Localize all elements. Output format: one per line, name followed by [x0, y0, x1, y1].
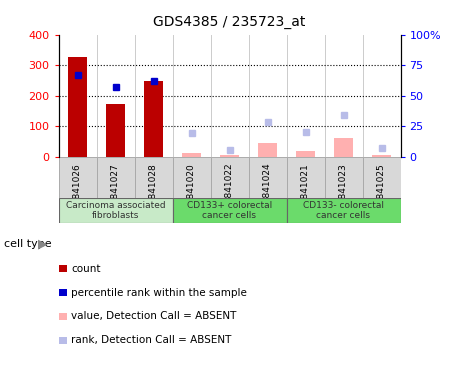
- Bar: [372, 155, 391, 157]
- Title: GDS4385 / 235723_at: GDS4385 / 235723_at: [153, 15, 306, 29]
- Text: GSM841028: GSM841028: [149, 163, 158, 218]
- Bar: [182, 152, 201, 157]
- Bar: [172, 157, 211, 198]
- Text: cell type: cell type: [4, 239, 52, 249]
- Text: GSM841021: GSM841021: [301, 163, 310, 218]
- Bar: [106, 104, 125, 157]
- Bar: [324, 157, 363, 198]
- Text: rank, Detection Call = ABSENT: rank, Detection Call = ABSENT: [71, 335, 231, 345]
- Text: Carcinoma associated
fibroblasts: Carcinoma associated fibroblasts: [66, 201, 165, 220]
- Bar: [96, 157, 135, 198]
- Bar: [220, 155, 239, 157]
- Bar: [172, 198, 287, 223]
- Text: GSM841020: GSM841020: [187, 163, 196, 218]
- Bar: [68, 58, 87, 157]
- Text: ▶: ▶: [38, 237, 48, 250]
- Bar: [58, 157, 96, 198]
- Text: percentile rank within the sample: percentile rank within the sample: [71, 288, 247, 298]
- Text: GSM841026: GSM841026: [73, 163, 82, 218]
- Text: GSM841023: GSM841023: [339, 163, 348, 218]
- Bar: [287, 157, 324, 198]
- Bar: [58, 198, 172, 223]
- Text: CD133- colorectal
cancer cells: CD133- colorectal cancer cells: [303, 201, 384, 220]
- Bar: [363, 157, 400, 198]
- Text: GSM841025: GSM841025: [377, 163, 386, 218]
- Bar: [144, 81, 163, 157]
- Text: value, Detection Call = ABSENT: value, Detection Call = ABSENT: [71, 311, 237, 321]
- Bar: [248, 157, 287, 198]
- Text: GSM841027: GSM841027: [111, 163, 120, 218]
- Bar: [211, 157, 248, 198]
- Bar: [258, 143, 277, 157]
- Text: GSM841024: GSM841024: [263, 163, 272, 217]
- Bar: [287, 198, 400, 223]
- Bar: [334, 137, 353, 157]
- Text: CD133+ colorectal
cancer cells: CD133+ colorectal cancer cells: [187, 201, 272, 220]
- Bar: [296, 151, 315, 157]
- Bar: [135, 157, 172, 198]
- Text: GSM841022: GSM841022: [225, 163, 234, 217]
- Text: count: count: [71, 264, 101, 274]
